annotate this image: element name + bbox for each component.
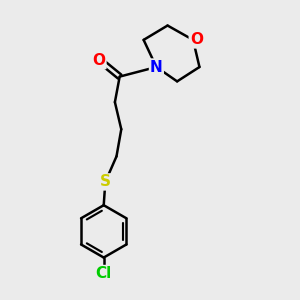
Text: O: O xyxy=(92,53,105,68)
Text: Cl: Cl xyxy=(96,266,112,281)
Text: S: S xyxy=(100,174,111,189)
Text: O: O xyxy=(190,32,203,47)
Text: N: N xyxy=(150,59,163,74)
